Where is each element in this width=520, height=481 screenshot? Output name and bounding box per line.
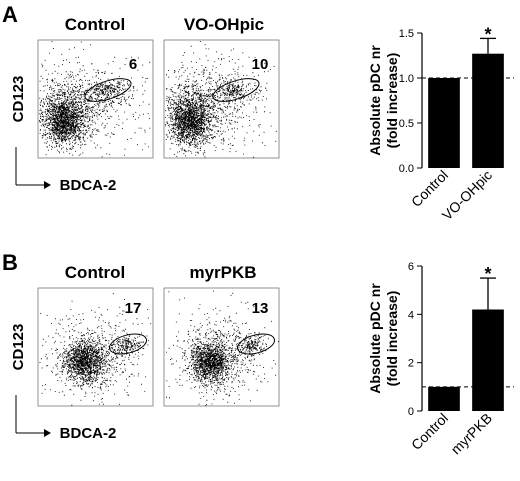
flow-dots	[165, 41, 277, 158]
flow-scatter-cloud	[166, 290, 279, 406]
flow-plot-frame	[163, 39, 280, 159]
flow-dots	[39, 293, 152, 406]
pdc-gate	[237, 333, 275, 355]
flow-plot-frame	[163, 287, 280, 407]
x-category-label: Control	[408, 410, 451, 453]
y-axis-title: Absolute pDC nr	[367, 45, 383, 156]
bar	[428, 386, 460, 411]
pdc-gate	[212, 78, 260, 102]
x-category-label: myrPKB	[448, 410, 496, 458]
bar	[472, 53, 504, 169]
pdc-gate	[109, 333, 147, 355]
axis-arrow-icon	[15, 147, 51, 189]
flow-scatter-cloud	[39, 41, 151, 158]
y-tick-label: 1.0	[399, 73, 414, 85]
gate-percentage: 6	[129, 56, 137, 73]
pdc-gate	[84, 78, 132, 102]
x-axis-label-bdca2: BDCA-2	[60, 425, 117, 442]
y-tick-label: 0	[408, 406, 414, 418]
axis-arrow-icon	[15, 395, 51, 437]
flow-scatter-cloud	[39, 293, 152, 406]
y-axis-label-cd123: CD123	[10, 76, 27, 123]
bar	[472, 309, 504, 411]
gate-percentage: 10	[252, 56, 269, 73]
x-category-label: Control	[408, 167, 451, 210]
y-axis-title: (fold increase)	[384, 53, 400, 149]
y-tick-label: 0.0	[399, 163, 414, 175]
y-axis-title: (fold increase)	[384, 291, 400, 387]
flow-plot-frame	[37, 39, 154, 159]
bar-chart-b: 0 2 4 6 Absolute pDC nr (fold increase) Contro…	[367, 261, 514, 457]
significance-marker: *	[484, 264, 491, 284]
gate-percentage: 17	[125, 300, 142, 317]
x-axis-label-bdca2: BDCA-2	[60, 177, 117, 194]
flow-plot-title: VO-OHpic	[184, 15, 264, 34]
y-axis-label-cd123: CD123	[10, 324, 27, 371]
flow-dots	[166, 290, 279, 406]
flow-plot-title: myrPKB	[189, 263, 256, 282]
bar-chart-a: 0.0 0.5 1.0 1.5 Absolute pDC nr (fold increas…	[367, 24, 514, 223]
flow-dots	[39, 41, 151, 158]
y-tick-label: 2	[408, 358, 414, 370]
gate-percentage: 13	[252, 300, 269, 317]
flow-plot-frame	[37, 287, 154, 407]
y-tick-label: 6	[408, 261, 414, 273]
y-tick-label: 4	[408, 309, 414, 321]
y-tick-label: 1.5	[399, 28, 414, 40]
y-axis-title: Absolute pDC nr	[367, 283, 383, 394]
flow-plot-title: Control	[65, 15, 125, 34]
significance-marker: *	[484, 24, 491, 44]
flow-plot-title: Control	[65, 263, 125, 282]
y-tick-label: 0.5	[399, 118, 414, 130]
panel-letter-b: B	[2, 250, 18, 275]
flow-scatter-cloud	[165, 41, 277, 158]
panel-b: B Control myrPKB 17 13 CD123 BDCA-2	[2, 250, 280, 442]
bar	[428, 78, 460, 168]
panel-letter-a: A	[2, 2, 18, 27]
panel-a: A Control VO-OHpic 6 10 CD123 BDCA-2	[2, 2, 280, 194]
